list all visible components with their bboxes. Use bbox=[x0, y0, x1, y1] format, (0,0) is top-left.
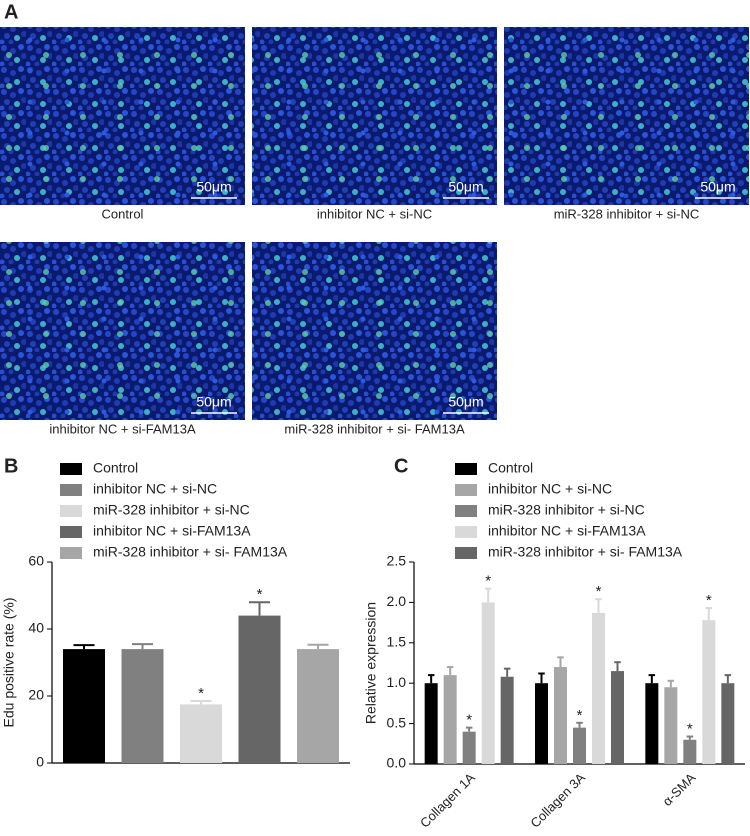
y-tick-label: 20 bbox=[28, 687, 44, 703]
legend-swatch bbox=[455, 463, 477, 475]
y-tick-label: 1.0 bbox=[387, 674, 407, 690]
bar bbox=[238, 615, 281, 763]
significance-star: * bbox=[257, 586, 263, 603]
scale-bar-label: 50μm bbox=[700, 179, 735, 195]
legend-swatch bbox=[60, 463, 82, 475]
bar bbox=[297, 649, 339, 763]
y-tick-label: 2.5 bbox=[387, 553, 407, 569]
micrograph-overlay bbox=[252, 27, 497, 205]
x-tick-label: α-SMA bbox=[659, 770, 698, 809]
significance-star: * bbox=[466, 712, 472, 729]
y-tick-label: 1.5 bbox=[387, 634, 407, 650]
scale-bar-label: 50μm bbox=[196, 394, 231, 410]
significance-star: * bbox=[198, 685, 204, 702]
bar bbox=[443, 675, 457, 764]
bar bbox=[424, 683, 438, 764]
legend-label: inhibitor NC + si-NC bbox=[488, 481, 612, 497]
scale-bar-label: 50μm bbox=[196, 179, 231, 195]
bar bbox=[573, 727, 586, 764]
significance-star: * bbox=[596, 583, 602, 600]
y-tick-label: 40 bbox=[28, 620, 44, 636]
bar bbox=[481, 602, 495, 764]
panel-label: A bbox=[4, 1, 18, 23]
legend-swatch bbox=[455, 547, 477, 559]
legend-swatch bbox=[455, 505, 477, 517]
image-caption: miR-328 inhibitor + si-NC bbox=[554, 206, 700, 221]
scale-bar-label: 50μm bbox=[448, 394, 483, 410]
y-axis-label: Relative expression bbox=[363, 602, 379, 724]
panel-label: C bbox=[394, 455, 408, 477]
bar bbox=[554, 667, 567, 764]
legend-label: miR-328 inhibitor + si-NC bbox=[93, 502, 250, 518]
bar bbox=[702, 620, 716, 764]
y-tick-label: 0.5 bbox=[387, 714, 407, 730]
bar bbox=[592, 612, 605, 764]
bar bbox=[121, 649, 164, 763]
bar bbox=[180, 704, 222, 763]
bar bbox=[462, 731, 476, 764]
legend-swatch bbox=[60, 526, 82, 538]
legend-swatch bbox=[60, 484, 82, 496]
legend-label: miR-328 inhibitor + si- FAM13A bbox=[488, 544, 683, 560]
bar bbox=[63, 649, 105, 763]
y-tick-label: 60 bbox=[28, 553, 44, 569]
x-tick-label: Collagen 3A bbox=[527, 770, 588, 831]
legend-swatch bbox=[60, 505, 82, 517]
legend-label: inhibitor NC + si-FAM13A bbox=[93, 523, 251, 539]
legend-swatch bbox=[60, 547, 82, 559]
legend-label: inhibitor NC + si-FAM13A bbox=[488, 523, 646, 539]
y-tick-label: 0.0 bbox=[387, 755, 407, 771]
significance-star: * bbox=[706, 592, 712, 609]
panel-label: B bbox=[4, 455, 18, 477]
micrograph-overlay bbox=[504, 27, 749, 205]
y-axis-label: Edu positive rate (%) bbox=[1, 598, 17, 728]
bar bbox=[535, 683, 548, 764]
bar bbox=[721, 683, 735, 764]
image-caption: miR-328 inhibitor + si- FAM13A bbox=[284, 421, 465, 436]
significance-star: * bbox=[577, 707, 583, 724]
legend-swatch bbox=[455, 484, 477, 496]
image-caption: inhibitor NC + si-FAM13A bbox=[49, 421, 196, 436]
y-tick-label: 2.0 bbox=[387, 593, 407, 609]
micrograph-overlay bbox=[0, 27, 245, 205]
bar bbox=[645, 683, 659, 764]
x-tick-label: Collagen 1A bbox=[417, 770, 478, 831]
image-caption: inhibitor NC + si-NC bbox=[317, 206, 432, 221]
bar bbox=[664, 687, 678, 764]
bar bbox=[500, 676, 514, 764]
bar bbox=[611, 671, 624, 764]
legend-label: inhibitor NC + si-NC bbox=[93, 481, 217, 497]
significance-star: * bbox=[687, 720, 693, 737]
scale-bar-label: 50μm bbox=[448, 179, 483, 195]
significance-star: * bbox=[485, 573, 491, 590]
legend-label: miR-328 inhibitor + si- FAM13A bbox=[93, 544, 288, 560]
micrograph-overlay bbox=[252, 242, 497, 420]
legend-label: Control bbox=[93, 460, 138, 476]
legend-label: miR-328 inhibitor + si-NC bbox=[488, 502, 645, 518]
micrograph-overlay bbox=[0, 242, 245, 420]
bar bbox=[683, 739, 697, 764]
y-tick-label: 0 bbox=[36, 754, 44, 770]
image-caption: Control bbox=[102, 206, 144, 221]
legend-label: Control bbox=[488, 460, 533, 476]
legend-swatch bbox=[455, 526, 477, 538]
